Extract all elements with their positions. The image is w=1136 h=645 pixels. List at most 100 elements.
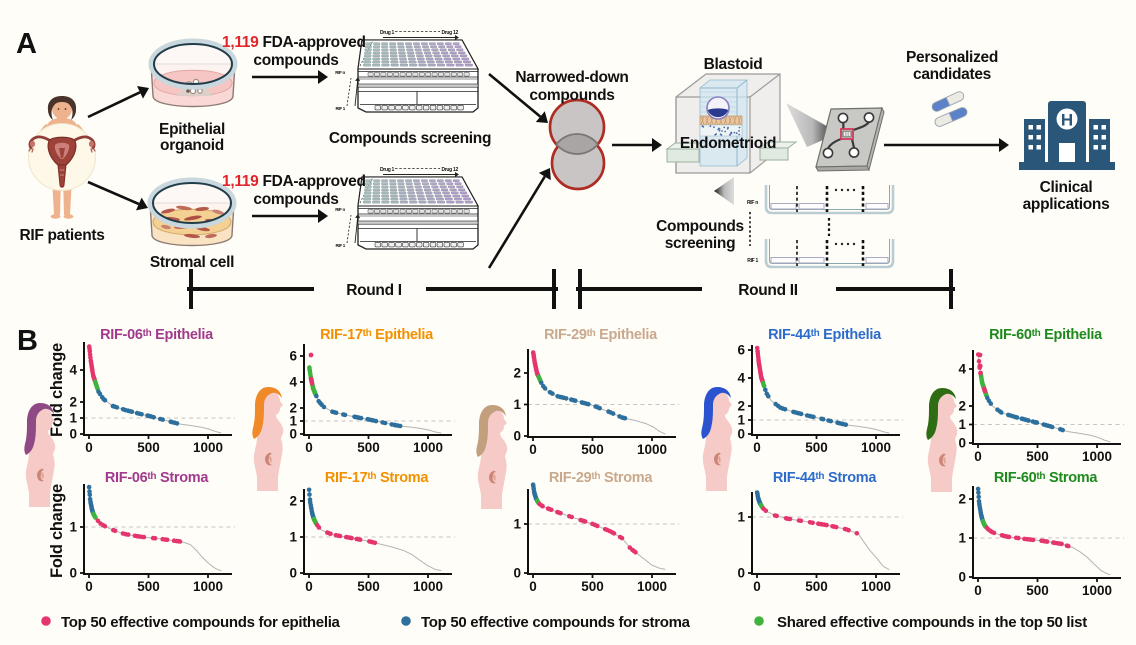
svg-text:4: 4: [69, 363, 77, 378]
svg-text:RIF patients: RIF patients: [19, 227, 104, 244]
svg-text:1000: 1000: [193, 579, 223, 594]
svg-text:candidates: candidates: [913, 66, 991, 83]
svg-text:RIF-29th Epithelia: RIF-29th Epithelia: [544, 327, 658, 343]
svg-text:Fold change: Fold change: [48, 343, 66, 437]
svg-text:RIF 1: RIF 1: [747, 258, 758, 264]
svg-text:RIF-06th Epithelia: RIF-06th Epithelia: [100, 327, 214, 343]
svg-text:500: 500: [357, 440, 380, 455]
svg-text:RIF-60th Epithelia: RIF-60th Epithelia: [989, 327, 1103, 343]
svg-text:0: 0: [85, 579, 93, 594]
svg-text:0: 0: [958, 436, 966, 451]
svg-text:0: 0: [69, 427, 77, 442]
svg-text:Round I: Round I: [346, 282, 402, 299]
svg-text:RIF 1: RIF 1: [335, 243, 345, 248]
svg-text:1000: 1000: [1082, 449, 1112, 464]
svg-text:0: 0: [529, 579, 537, 594]
svg-text:Stromal cell: Stromal cell: [150, 254, 234, 271]
svg-text:1: 1: [289, 414, 297, 429]
svg-text:0: 0: [289, 566, 297, 581]
svg-text:RIF-44th Epithelia: RIF-44th Epithelia: [768, 327, 882, 343]
svg-text:Drug 12: Drug 12: [441, 167, 458, 173]
svg-text:0: 0: [529, 442, 537, 457]
svg-text:Round II: Round II: [738, 282, 798, 299]
svg-text:1000: 1000: [413, 440, 443, 455]
svg-text:RIF-17th Epithelia: RIF-17th Epithelia: [320, 327, 434, 343]
svg-text:Top 50 effective compounds for: Top 50 effective compounds for stroma: [421, 614, 691, 631]
svg-text:2: 2: [958, 492, 966, 507]
svg-text:0: 0: [974, 583, 982, 598]
svg-text:2: 2: [958, 399, 966, 414]
svg-text:compounds: compounds: [253, 191, 338, 208]
svg-text:RIF n: RIF n: [335, 207, 345, 212]
svg-text:0: 0: [974, 449, 982, 464]
svg-text:500: 500: [137, 579, 160, 594]
svg-text:RIF n: RIF n: [747, 200, 758, 206]
svg-text:0: 0: [958, 570, 966, 585]
svg-text:500: 500: [1026, 449, 1049, 464]
svg-text:H: H: [1061, 111, 1073, 130]
svg-text:0: 0: [513, 566, 521, 581]
svg-text:screening: screening: [665, 235, 736, 252]
svg-text:Endometrioid: Endometrioid: [680, 135, 776, 152]
svg-text:0: 0: [753, 440, 761, 455]
svg-text:2: 2: [69, 395, 77, 410]
svg-text:1: 1: [289, 530, 297, 545]
svg-text:6: 6: [289, 349, 297, 364]
svg-text:0: 0: [69, 566, 77, 581]
svg-text:0: 0: [753, 579, 761, 594]
svg-text:Blastoid: Blastoid: [704, 56, 763, 73]
svg-text:1: 1: [513, 517, 521, 532]
svg-text:Compounds: Compounds: [656, 218, 744, 235]
svg-text:Shared effective compounds in: Shared effective compounds in the top 50…: [777, 614, 1087, 631]
svg-text:4: 4: [737, 371, 745, 386]
svg-text:4: 4: [958, 362, 966, 377]
svg-text:organoid: organoid: [160, 137, 224, 154]
svg-text:500: 500: [357, 579, 380, 594]
svg-text:500: 500: [581, 442, 604, 457]
svg-text:2: 2: [289, 494, 297, 509]
svg-text:1,119 FDA-approved: 1,119 FDA-approved: [222, 173, 366, 190]
svg-text:4: 4: [289, 375, 297, 390]
svg-text:1: 1: [958, 417, 966, 432]
svg-text:RIF-44th Stroma: RIF-44th Stroma: [773, 470, 877, 486]
svg-text:0: 0: [85, 440, 93, 455]
svg-text:RIF 1: RIF 1: [335, 106, 345, 111]
svg-text:0: 0: [737, 566, 745, 581]
svg-text:Drug 1: Drug 1: [380, 167, 395, 173]
svg-text:1: 1: [958, 531, 966, 546]
svg-text:500: 500: [581, 579, 604, 594]
svg-text:0: 0: [305, 440, 313, 455]
svg-text:Top 50 effective compounds for: Top 50 effective compounds for epithelia: [61, 614, 341, 631]
svg-text:RIF-60th Stroma: RIF-60th Stroma: [994, 470, 1098, 486]
svg-text:RIF n: RIF n: [335, 70, 345, 75]
svg-text:1000: 1000: [637, 442, 667, 457]
svg-text:1: 1: [513, 397, 521, 412]
svg-text:1: 1: [737, 413, 745, 428]
svg-text:500: 500: [137, 440, 160, 455]
svg-text:2: 2: [737, 399, 745, 414]
svg-text:6: 6: [737, 343, 745, 358]
svg-text:0: 0: [513, 429, 521, 444]
svg-text:A: A: [16, 28, 37, 60]
svg-text:2: 2: [289, 401, 297, 416]
svg-text:1: 1: [69, 411, 77, 426]
svg-text:1000: 1000: [413, 579, 443, 594]
svg-text:RIF-06th Stroma: RIF-06th Stroma: [105, 470, 209, 486]
svg-text:RIF-29th Stroma: RIF-29th Stroma: [549, 470, 653, 486]
svg-text:1000: 1000: [193, 440, 223, 455]
svg-text:Epithelial: Epithelial: [159, 121, 225, 138]
svg-text:1,119 FDA-approved: 1,119 FDA-approved: [222, 34, 366, 51]
svg-text:2: 2: [513, 366, 521, 381]
svg-text:1000: 1000: [861, 440, 891, 455]
svg-text:RIF-17th Stroma: RIF-17th Stroma: [325, 470, 429, 486]
svg-text:Narrowed-down: Narrowed-down: [515, 69, 628, 86]
svg-text:0: 0: [305, 579, 313, 594]
svg-text:500: 500: [805, 440, 828, 455]
svg-text:applications: applications: [1023, 196, 1110, 213]
svg-text:500: 500: [805, 579, 828, 594]
svg-text:B: B: [17, 325, 38, 357]
svg-text:compounds: compounds: [529, 87, 614, 104]
svg-text:0: 0: [737, 427, 745, 442]
svg-text:1: 1: [737, 510, 745, 525]
svg-text:Clinical: Clinical: [1040, 179, 1093, 196]
